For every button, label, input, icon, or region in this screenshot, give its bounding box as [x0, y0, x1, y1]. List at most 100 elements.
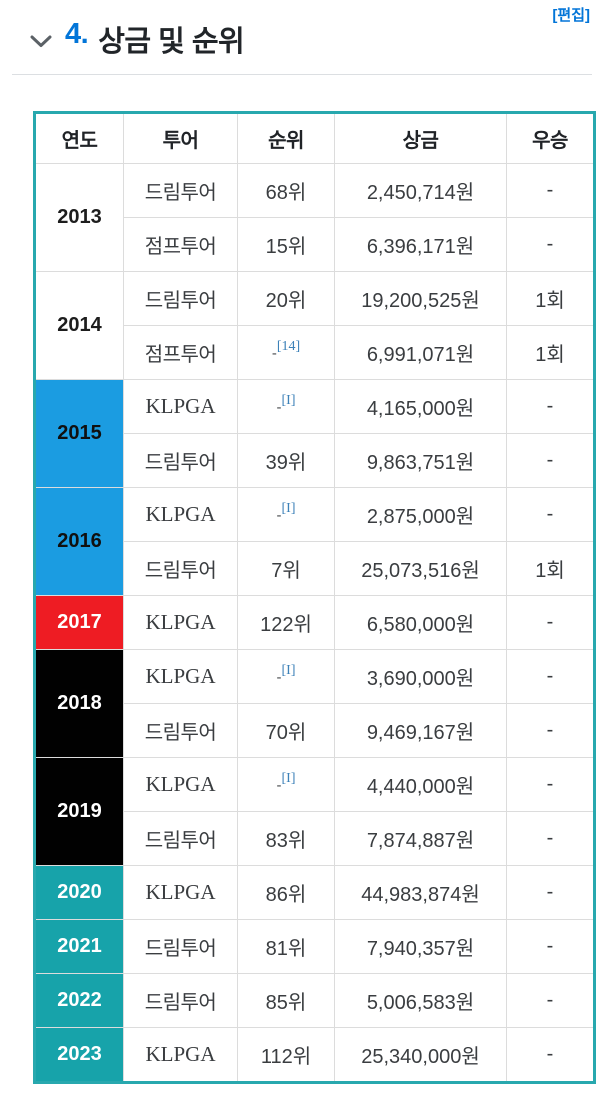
table-row: 2016 KLPGA -[I] 2,875,000원 -: [34, 487, 595, 596]
table-row: 드림투어 7위 25,073,516원 1회: [35, 541, 595, 596]
rank-cell: 68위: [237, 163, 335, 218]
col-header-5: 우승: [506, 112, 595, 164]
tour-cell: 점프투어: [123, 217, 238, 272]
col-header-3: 순위: [237, 112, 335, 164]
rank-cell: 112위: [237, 1027, 335, 1083]
tour-cell: KLPGA: [123, 487, 238, 542]
rank-cell: 81위: [237, 919, 335, 974]
prize-cell: 7,940,357원: [334, 919, 507, 974]
section-number[interactable]: 4.: [65, 18, 89, 50]
tour-cell: KLPGA: [123, 379, 238, 434]
edit-link[interactable]: [편집]: [552, 7, 590, 24]
tour-cell: 드림투어: [123, 811, 238, 866]
prize-cell: 9,469,167원: [334, 703, 507, 758]
table-row: 2019 KLPGA -[I] 4,440,000원 -: [34, 757, 595, 866]
year-cell-2013: 2013: [34, 163, 124, 272]
tour-cell: KLPGA: [123, 865, 238, 920]
tour-cell: KLPGA: [123, 757, 238, 812]
prize-cell: 3,690,000원: [334, 649, 507, 704]
year-cell-2017: 2017: [34, 595, 124, 650]
year-cell-2020: 2020: [34, 865, 124, 920]
year-cell-2023: 2023: [34, 1027, 124, 1083]
tour-cell: 드림투어: [123, 433, 238, 488]
prize-cell: 25,340,000원: [334, 1027, 507, 1083]
rank-cell: -[I]: [237, 487, 335, 542]
rank-dash: -: [276, 777, 282, 794]
prize-cell: 44,983,874원: [334, 865, 507, 920]
prize-cell: 19,200,525원: [334, 271, 507, 326]
prize-cell: 2,450,714원: [334, 163, 507, 218]
win-cell: -: [506, 919, 595, 974]
win-cell: 1회: [506, 271, 595, 326]
prize-cell: 2,875,000원: [334, 487, 507, 542]
tour-cell: 드림투어: [123, 541, 238, 596]
rank-cell: 85위: [237, 973, 335, 1028]
prize-cell: 4,165,000원: [334, 379, 507, 434]
win-cell: -: [506, 487, 595, 542]
table-row: 2022 드림투어 85위 5,006,583원 -: [34, 973, 595, 1028]
col-header-1: 연도: [34, 112, 124, 164]
rank-cell: -[I]: [237, 649, 335, 704]
table-row: 드림투어 70위 9,469,167원 -: [35, 703, 595, 758]
tour-cell: 드림투어: [123, 973, 238, 1028]
heading-divider: [12, 74, 592, 75]
footnote-link[interactable]: [I]: [281, 393, 296, 409]
rank-dash: -: [276, 399, 282, 416]
table-row: 2020 KLPGA 86위 44,983,874원 -: [34, 865, 595, 920]
rank-cell: 39위: [237, 433, 335, 488]
table-row: 점프투어 -[14] 6,991,071원 1회: [35, 325, 595, 380]
year-cell-2019: 2019: [34, 757, 124, 866]
rank-cell: 7위: [237, 541, 335, 596]
rank-dash: -: [271, 345, 277, 362]
year-cell-2021: 2021: [34, 919, 124, 974]
tour-cell: 드림투어: [123, 703, 238, 758]
rank-cell: -[I]: [237, 757, 335, 812]
win-cell: 1회: [506, 325, 595, 380]
win-cell: 1회: [506, 541, 595, 596]
win-cell: -: [506, 1027, 595, 1083]
footnote-link[interactable]: [14]: [276, 339, 301, 355]
tour-cell: 드림투어: [123, 163, 238, 218]
year-cell-2016: 2016: [34, 487, 124, 596]
tour-cell: 드림투어: [123, 271, 238, 326]
year-cell-2018: 2018: [34, 649, 124, 758]
table-row: 2015 KLPGA -[I] 4,165,000원 -: [34, 379, 595, 488]
prize-cell: 7,874,887원: [334, 811, 507, 866]
win-cell: -: [506, 973, 595, 1028]
tour-cell: KLPGA: [123, 649, 238, 704]
win-cell: -: [506, 703, 595, 758]
rank-cell: 70위: [237, 703, 335, 758]
win-cell: -: [506, 595, 595, 650]
tour-cell: 점프투어: [123, 325, 238, 380]
rank-cell: 15위: [237, 217, 335, 272]
table-header-row: 연도 투어 순위 상금 우승: [34, 112, 595, 164]
rank-dash: -: [276, 669, 282, 686]
prize-table: 연도 투어 순위 상금 우승 2013 드림투어 68위 2,450,714원 - 점프투어 15위…: [33, 111, 596, 1084]
win-cell: -: [506, 379, 595, 434]
win-cell: -: [506, 163, 595, 218]
footnote-link[interactable]: [I]: [281, 771, 296, 787]
tour-cell: KLPGA: [123, 1027, 238, 1083]
rank-cell: 20위: [237, 271, 335, 326]
section-title: 상금 및 순위: [98, 26, 245, 58]
col-header-4: 상금: [334, 112, 507, 164]
footnote-link[interactable]: [I]: [281, 501, 296, 517]
rank-cell: 86위: [237, 865, 335, 920]
table-row: 드림투어 83위 7,874,887원 -: [35, 811, 595, 866]
chevron-down-icon[interactable]: [30, 35, 52, 48]
table-row: 2017 KLPGA 122위 6,580,000원 -: [34, 595, 595, 650]
footnote-link[interactable]: [I]: [281, 663, 296, 679]
rank-cell: -[I]: [237, 379, 335, 434]
rank-cell: 83위: [237, 811, 335, 866]
prize-cell: 5,006,583원: [334, 973, 507, 1028]
year-cell-2022: 2022: [34, 973, 124, 1028]
rank-dash: -: [276, 507, 282, 524]
table-row: 2014 드림투어 20위 19,200,525원 1회: [34, 271, 595, 380]
table-row: 2023 KLPGA 112위 25,340,000원 -: [34, 1027, 595, 1083]
win-cell: -: [506, 757, 595, 812]
rank-cell: 122위: [237, 595, 335, 650]
win-cell: -: [506, 811, 595, 866]
tour-cell: KLPGA: [123, 595, 238, 650]
table-body: 2013 드림투어 68위 2,450,714원 - 점프투어 15위 6,396,171원 -…: [34, 163, 595, 1083]
